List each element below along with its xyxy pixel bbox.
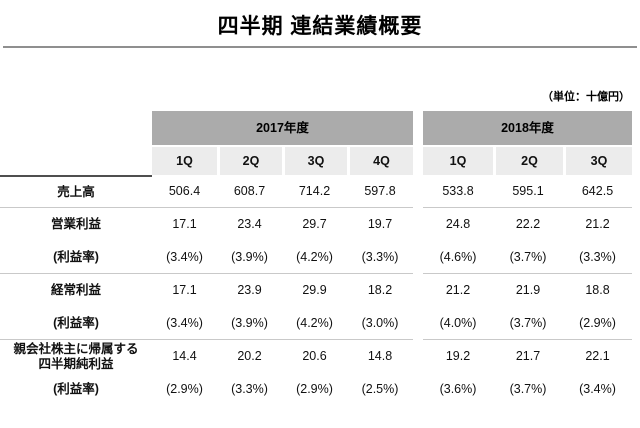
value-cell: 533.8 (423, 175, 493, 208)
value-cell: 19.7 (367, 217, 393, 231)
quarter-header: 1Q (423, 147, 493, 175)
results-slide: 四半期 連結業績概要 （単位：十億円） 2017年度 2018年度 1Q 2Q … (0, 10, 640, 428)
year-header-2017: 2017年度 (152, 111, 413, 145)
value-cell: 20.2 (237, 349, 262, 363)
value-cell: 21.7 (515, 349, 541, 363)
corner-blank-cell (0, 145, 152, 175)
value-cell: 29.9 (302, 283, 327, 297)
value-cell: 22.2 (515, 217, 541, 231)
value-cell: (2.9%) (166, 382, 203, 396)
value-cell: (3.3%) (563, 241, 632, 274)
value-cell: 29.7 (302, 217, 327, 231)
value-cell: 642.5 (563, 175, 632, 208)
quarter-header: 2Q (217, 147, 282, 175)
value-cell: (3.0%) (347, 307, 413, 340)
quarter-header: 1Q (152, 147, 217, 175)
value-cell: 608.7 (217, 175, 282, 208)
corner-blank-cell (0, 111, 152, 145)
value-cell: 23.4 (237, 217, 262, 231)
value-cell: 22.1 (585, 349, 610, 363)
value-cell: (3.7%) (493, 307, 563, 340)
quarter-header: 4Q (347, 147, 413, 175)
financial-results-table: 2017年度 2018年度 1Q 2Q 3Q 4Q 1Q 2Q 3Q 売上高 5… (0, 111, 632, 406)
group-gap (413, 145, 423, 175)
value-cell: (3.4%) (579, 382, 616, 396)
value-cell: (3.4%) (152, 241, 217, 274)
row-label-net-income: 親会社株主に帰属する 四半期純利益 (13, 341, 139, 371)
value-cell: (4.2%) (282, 241, 347, 274)
value-cell: 18.8 (585, 283, 610, 297)
value-cell: (3.9%) (217, 307, 282, 340)
value-cell: (3.4%) (152, 307, 217, 340)
value-cell: 20.6 (302, 349, 327, 363)
group-gap (413, 175, 423, 208)
value-cell: 23.9 (237, 283, 262, 297)
group-gap (413, 340, 423, 373)
row-label-net-sales: 売上高 (0, 175, 152, 208)
value-cell: 14.4 (172, 349, 197, 363)
value-cell: 21.2 (585, 217, 610, 231)
row-label-margin: (利益率) (53, 382, 99, 396)
title-underline (3, 46, 637, 48)
row-label-operating-income: 営業利益 (50, 217, 101, 231)
quarter-header: 2Q (493, 147, 563, 175)
value-cell: 17.1 (172, 283, 197, 297)
page-title: 四半期 連結業績概要 (217, 15, 423, 38)
quarter-header: 3Q (282, 147, 347, 175)
value-cell: (2.5%) (361, 382, 399, 396)
value-cell: 24.8 (445, 217, 471, 231)
value-cell: (3.3%) (347, 241, 413, 274)
value-cell: (2.9%) (563, 307, 632, 340)
group-gap (413, 241, 423, 274)
group-gap (413, 111, 423, 145)
value-cell: (3.7%) (493, 241, 563, 274)
group-gap (413, 373, 423, 406)
value-cell: 597.8 (347, 175, 413, 208)
value-cell: 14.8 (367, 349, 393, 363)
row-label-ordinary-income: 経常利益 (50, 283, 101, 297)
year-header-2018: 2018年度 (423, 111, 632, 145)
value-cell: (2.9%) (296, 382, 333, 396)
value-cell: (3.9%) (217, 241, 282, 274)
group-gap (413, 208, 423, 241)
value-cell: 18.2 (367, 283, 393, 297)
value-cell: 506.4 (152, 175, 217, 208)
value-cell: (3.7%) (509, 382, 547, 396)
unit-note: （単位：十億円） (542, 91, 630, 103)
value-cell: 595.1 (493, 175, 563, 208)
value-cell: 21.2 (445, 283, 471, 297)
value-cell: (4.2%) (282, 307, 347, 340)
value-cell: (4.0%) (423, 307, 493, 340)
row-label-margin: (利益率) (0, 307, 152, 340)
group-gap (413, 274, 423, 307)
value-cell: 17.1 (172, 217, 197, 231)
group-gap (413, 307, 423, 340)
value-cell: 21.9 (515, 283, 541, 297)
value-cell: 714.2 (282, 175, 347, 208)
value-cell: (4.6%) (423, 241, 493, 274)
row-label-margin: (利益率) (0, 241, 152, 274)
value-cell: (3.6%) (439, 382, 477, 396)
quarter-header: 3Q (563, 147, 632, 175)
value-cell: (3.3%) (231, 382, 268, 396)
value-cell: 19.2 (445, 349, 471, 363)
